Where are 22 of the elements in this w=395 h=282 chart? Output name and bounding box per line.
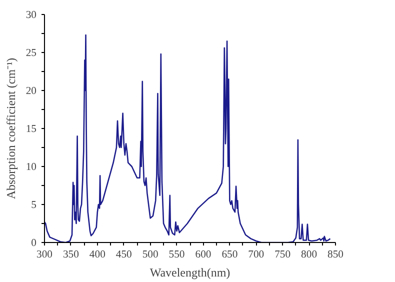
x-tick-label: 300: [36, 250, 52, 260]
y-tick-label: 5: [31, 200, 36, 211]
y-tick-label: 20: [26, 86, 36, 97]
x-tick-label: 850: [328, 250, 344, 260]
x-tick-label: 700: [248, 250, 264, 260]
line-series: [44, 34, 331, 242]
x-tick-label: 400: [89, 250, 106, 260]
x-tick-label: 650: [222, 250, 238, 260]
x-axis-title: Wavelength(nm): [150, 266, 230, 280]
y-axis-title: Absorption coefficient (cm⁻¹): [4, 58, 18, 200]
x-tick-label: 500: [142, 250, 158, 260]
x-tick-label: 750: [274, 250, 291, 260]
y-tick-label: 25: [26, 48, 36, 59]
y-tick-label: 10: [26, 162, 36, 173]
y-tick-label: 30: [26, 10, 36, 21]
x-tick-label: 450: [116, 250, 132, 260]
x-tick-label: 800: [301, 250, 318, 260]
x-tick-label: 600: [195, 250, 212, 260]
y-tick-label: 0: [31, 238, 36, 249]
x-tick-label: 350: [62, 250, 79, 260]
y-tick-label: 15: [26, 124, 36, 135]
x-tick-label: 550: [168, 250, 185, 260]
